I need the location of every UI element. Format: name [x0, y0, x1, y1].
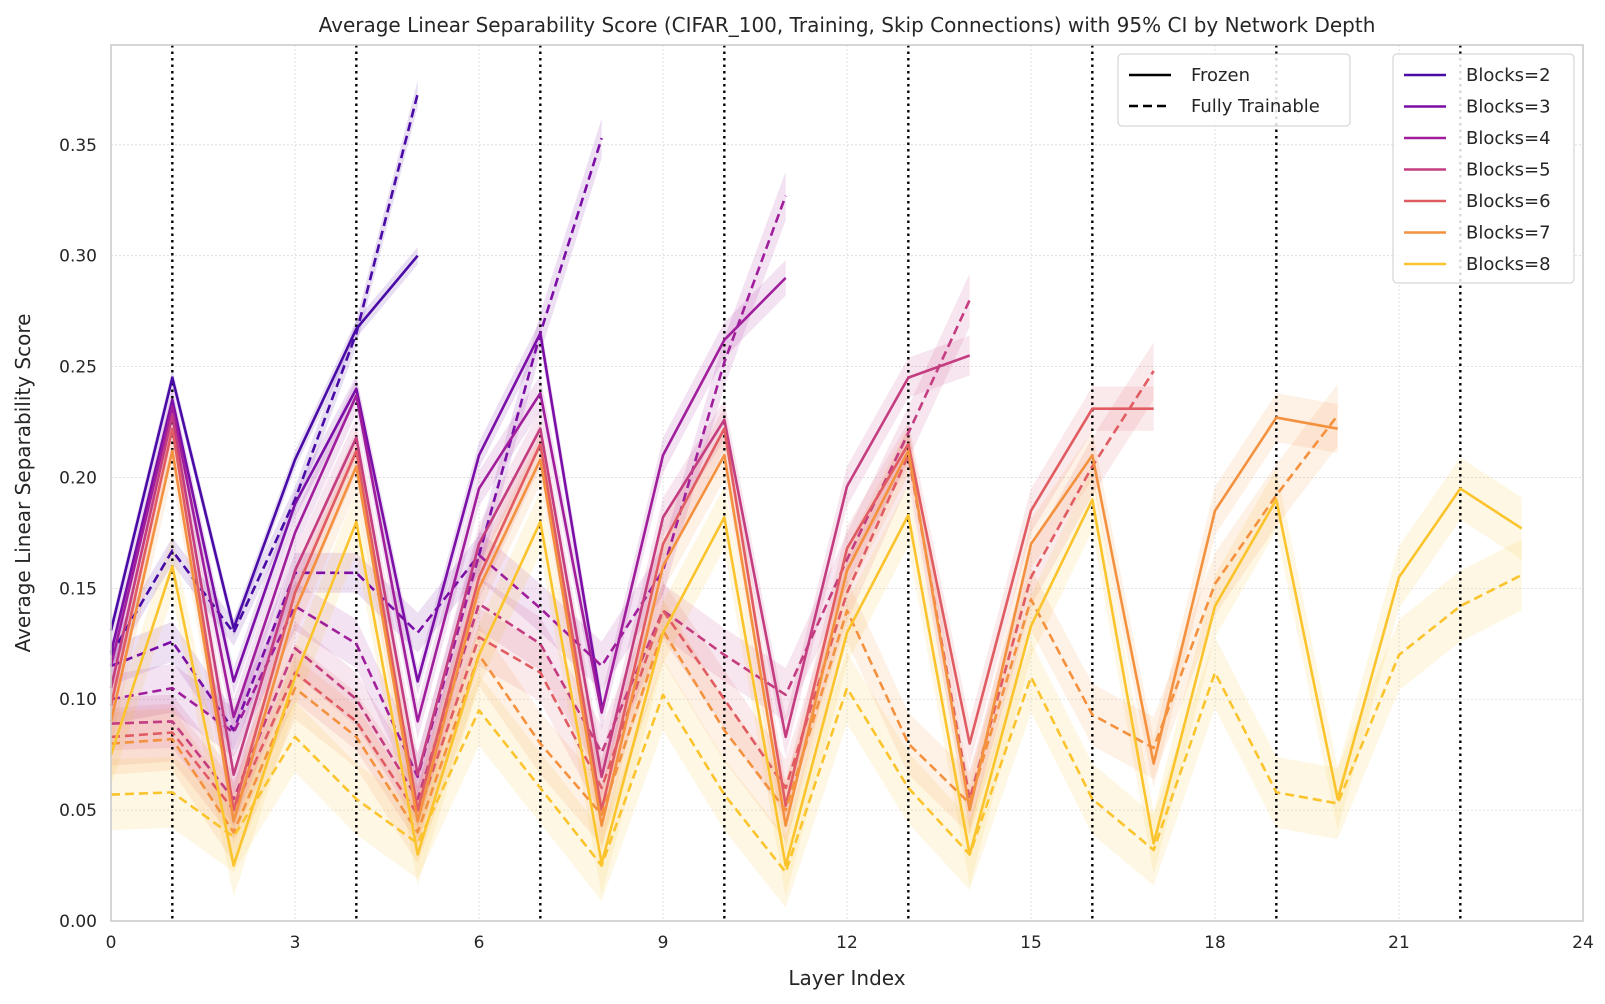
style-legend-label: Fully Trainable	[1191, 96, 1320, 117]
y-tick-label: 0.15	[59, 579, 97, 599]
plot-frame	[110, 44, 1584, 922]
color-legend-label: Blocks=4	[1466, 128, 1551, 149]
x-axis-label: Layer Index	[788, 966, 905, 990]
line-trainable-blocks-7	[110, 414, 1339, 834]
line-trainable-blocks-8	[110, 573, 1523, 874]
style-legend: Frozen Fully Trainable	[1117, 53, 1351, 127]
x-axis-ticks: 0 3 6 9 12 15 18 21 24	[106, 933, 1594, 953]
color-legend: Blocks=2 Blocks=3 Blocks=4 Blocks=5 Blocks=6…	[1392, 53, 1575, 284]
color-legend-label: Blocks=7	[1466, 223, 1551, 244]
x-tick-label: 3	[290, 933, 301, 953]
line-trainable-blocks-4	[110, 195, 787, 779]
line-frozen-blocks-2	[109, 254, 419, 631]
color-legend-label: Blocks=6	[1466, 191, 1551, 212]
y-tick-label: 0.00	[59, 912, 97, 932]
line-frozen-blocks-5	[109, 354, 971, 779]
x-tick-label: 9	[658, 933, 669, 953]
y-tick-label: 0.10	[59, 690, 97, 710]
vertical-lines	[171, 45, 1462, 921]
color-legend-label: Blocks=5	[1466, 160, 1551, 181]
style-legend-label: Frozen	[1191, 65, 1250, 86]
ci-band-frozen-blocks-4	[111, 260, 786, 740]
y-tick-label: 0.05	[59, 801, 97, 821]
line-frozen-blocks-6	[109, 407, 1154, 812]
chart-title: Average Linear Separability Score (CIFAR…	[319, 13, 1376, 37]
series-lines	[109, 93, 1523, 874]
x-tick-label: 24	[1572, 933, 1594, 953]
y-tick-label: 0.20	[59, 468, 97, 488]
x-tick-label: 21	[1388, 933, 1410, 953]
y-axis-label: Average Linear Separability Score	[11, 314, 35, 653]
x-tick-label: 15	[1020, 933, 1042, 953]
y-axis-ticks: 0.00 0.05 0.10 0.15 0.20 0.25 0.30 0.35	[59, 136, 97, 932]
y-tick-label: 0.35	[59, 136, 97, 156]
y-tick-label: 0.25	[59, 358, 97, 378]
x-tick-label: 12	[836, 933, 858, 953]
y-tick-label: 0.30	[59, 247, 97, 267]
x-tick-label: 6	[474, 933, 485, 953]
x-tick-label: 18	[1204, 933, 1226, 953]
ci-band-trainable-blocks-2	[111, 80, 418, 669]
color-legend-label: Blocks=2	[1466, 65, 1551, 86]
line-frozen-blocks-4	[109, 276, 787, 723]
ci-band-frozen-blocks-2	[111, 246, 418, 640]
line-trainable-blocks-2	[109, 93, 419, 656]
ci-band-trainable-blocks-8	[111, 539, 1522, 908]
color-legend-label: Blocks=3	[1466, 97, 1551, 118]
line-frozen-blocks-3	[109, 332, 603, 707]
line-frozen-blocks-8	[109, 487, 1523, 867]
style-legend-frame	[1117, 53, 1351, 127]
color-legend-label: Blocks=8	[1466, 254, 1551, 275]
color-legend-frame	[1392, 53, 1575, 284]
x-tick-label: 0	[106, 933, 117, 953]
ci-band-frozen-blocks-6	[111, 386, 1154, 833]
line-frozen-blocks-7	[109, 416, 1338, 827]
